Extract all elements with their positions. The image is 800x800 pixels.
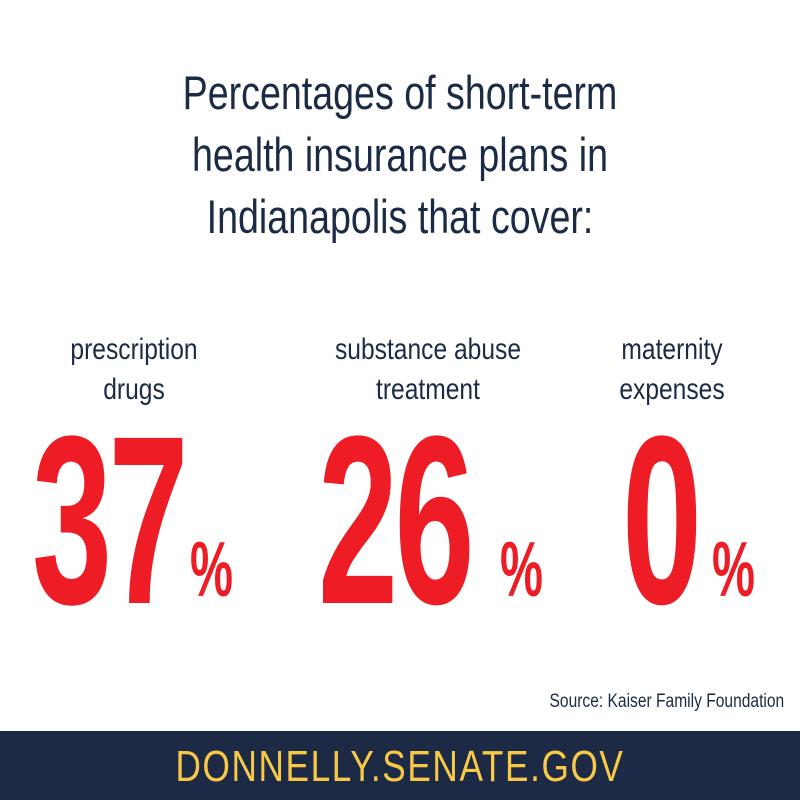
stat-label-line: substance abuse bbox=[334, 333, 522, 366]
stat-label: substance abuse treatment bbox=[321, 330, 534, 410]
title-line: health insurance plans in bbox=[192, 128, 608, 181]
percent-sign: % bbox=[712, 525, 756, 613]
title-line: Percentages of short-term bbox=[182, 66, 618, 119]
source-citation: Source: Kaiser Family Foundation bbox=[549, 691, 784, 712]
percent-sign: % bbox=[500, 525, 544, 613]
stat-label-line: maternity bbox=[621, 333, 723, 366]
title-line: Indianapolis that cover: bbox=[206, 190, 594, 243]
stat-label: prescription drugs bbox=[27, 330, 240, 410]
website-url: DONNELLY.SENATE.GOV bbox=[175, 742, 625, 791]
stat-label-line: drugs bbox=[103, 373, 165, 406]
stat-value: 0 bbox=[622, 386, 702, 654]
stat-value: 37 bbox=[32, 386, 189, 654]
infographic-title: Percentages of short-term health insuran… bbox=[80, 62, 720, 248]
stat-label-line: expenses bbox=[619, 373, 725, 406]
footer-banner: DONNELLY.SENATE.GOV bbox=[0, 731, 800, 800]
percent-sign: % bbox=[190, 525, 234, 613]
stat-label-line: prescription bbox=[70, 333, 198, 366]
stat-label-line: treatment bbox=[376, 373, 480, 406]
stat-value: 26 bbox=[318, 386, 475, 654]
stat-label: maternity expenses bbox=[565, 330, 778, 410]
